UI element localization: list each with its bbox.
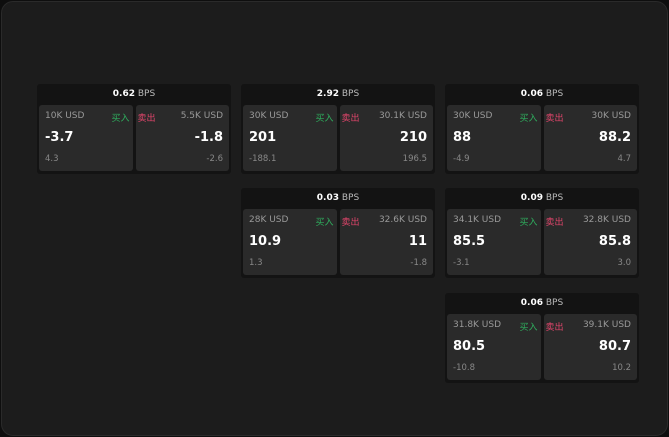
buy-price: 80.5	[453, 339, 486, 354]
sell-sub-value: 3.0	[617, 258, 631, 268]
spread-header: 0.09 BPS	[445, 188, 639, 209]
buy-cell[interactable]: 28K USD 买入 10.9 1.3	[243, 209, 337, 275]
quote-card: 0.03 BPS 28K USD 买入 10.9 1.3 卖出 32.6K US…	[241, 188, 435, 278]
sell-size: 5.5K USD	[180, 111, 223, 121]
spread-value: 0.06	[520, 89, 543, 99]
buy-cell[interactable]: 30K USD 买入 201 -188.1	[243, 105, 337, 171]
sell-label: 卖出	[341, 114, 360, 124]
spread-unit: BPS	[545, 89, 564, 99]
buy-price: -3.7	[45, 130, 74, 145]
sell-cell[interactable]: 卖出 39.1K USD 80.7 10.2	[543, 314, 637, 380]
sell-label: 卖出	[545, 218, 564, 228]
sell-cell[interactable]: 卖出 5.5K USD -1.8 -2.6	[135, 105, 229, 171]
buy-size: 30K USD	[249, 111, 289, 121]
sell-size: 30.1K USD	[378, 111, 427, 121]
quote-card: 0.09 BPS 34.1K USD 买入 85.5 -3.1 卖出 32.8K…	[445, 188, 639, 278]
buy-label: 买入	[519, 218, 538, 228]
spread-value: 0.62	[112, 89, 135, 99]
quote-card: 0.06 BPS 31.8K USD 买入 80.5 -10.8 卖出 39.1…	[445, 293, 639, 383]
sell-cell[interactable]: 卖出 30K USD 88.2 4.7	[543, 105, 637, 171]
buy-size: 30K USD	[453, 111, 493, 121]
buy-price: 201	[249, 130, 277, 145]
buy-price: 10.9	[249, 234, 282, 249]
sell-label: 卖出	[545, 114, 564, 124]
buy-label: 买入	[519, 323, 538, 333]
sell-size: 32.6K USD	[378, 215, 427, 225]
buy-sub-value: 4.3	[45, 154, 59, 164]
sell-sub-value: 196.5	[402, 154, 427, 164]
buy-size: 28K USD	[249, 215, 289, 225]
buy-price: 88	[453, 130, 472, 145]
buy-size: 10K USD	[45, 111, 85, 121]
spread-header: 2.92 BPS	[241, 84, 435, 105]
spread-value: 2.92	[316, 89, 339, 99]
buy-cell[interactable]: 10K USD 买入 -3.7 4.3	[39, 105, 133, 171]
spread-header: 0.62 BPS	[37, 84, 231, 105]
spread-unit: BPS	[341, 89, 360, 99]
sell-cell[interactable]: 卖出 32.6K USD 11 -1.8	[339, 209, 433, 275]
sell-price: -1.8	[194, 130, 223, 145]
buy-label: 买入	[111, 114, 130, 124]
buy-cell[interactable]: 34.1K USD 买入 85.5 -3.1	[447, 209, 541, 275]
spread-unit: BPS	[137, 89, 156, 99]
buy-label: 买入	[315, 218, 334, 228]
sell-size: 39.1K USD	[582, 320, 631, 330]
spread-header: 0.03 BPS	[241, 188, 435, 209]
buy-sub-value: -3.1	[453, 258, 470, 268]
sell-label: 卖出	[341, 218, 360, 228]
sell-price: 85.8	[598, 234, 631, 249]
buy-label: 买入	[315, 114, 334, 124]
spread-value: 0.09	[520, 193, 543, 203]
sell-price: 210	[399, 130, 427, 145]
quote-card: 0.06 BPS 30K USD 买入 88 -4.9 卖出 30K USD 8…	[445, 84, 639, 174]
buy-sub-value: -10.8	[453, 363, 475, 373]
sell-size: 30K USD	[591, 111, 631, 121]
sell-sub-value: 10.2	[612, 363, 631, 373]
sell-cell[interactable]: 卖出 30.1K USD 210 196.5	[339, 105, 433, 171]
buy-size: 31.8K USD	[453, 320, 502, 330]
sell-cell[interactable]: 卖出 32.8K USD 85.8 3.0	[543, 209, 637, 275]
buy-cell[interactable]: 30K USD 买入 88 -4.9	[447, 105, 541, 171]
buy-sub-value: 1.3	[249, 258, 263, 268]
quote-card: 2.92 BPS 30K USD 买入 201 -188.1 卖出 30.1K …	[241, 84, 435, 174]
spread-header: 0.06 BPS	[445, 293, 639, 314]
spread-value: 0.06	[520, 298, 543, 308]
buy-label: 买入	[519, 114, 538, 124]
sell-price: 80.7	[598, 339, 631, 354]
buy-cell[interactable]: 31.8K USD 买入 80.5 -10.8	[447, 314, 541, 380]
quote-card: 0.62 BPS 10K USD 买入 -3.7 4.3 卖出 5.5K USD…	[37, 84, 231, 174]
spread-value: 0.03	[316, 193, 339, 203]
sell-price: 11	[408, 234, 427, 249]
spread-header: 0.06 BPS	[445, 84, 639, 105]
buy-sub-value: -188.1	[249, 154, 277, 164]
sell-size: 32.8K USD	[582, 215, 631, 225]
spread-unit: BPS	[545, 298, 564, 308]
sell-sub-value: 4.7	[617, 154, 631, 164]
buy-sub-value: -4.9	[453, 154, 470, 164]
sell-price: 88.2	[598, 130, 631, 145]
sell-sub-value: -1.8	[410, 258, 427, 268]
sell-label: 卖出	[137, 114, 156, 124]
buy-size: 34.1K USD	[453, 215, 502, 225]
spread-unit: BPS	[545, 193, 564, 203]
spread-unit: BPS	[341, 193, 360, 203]
sell-sub-value: -2.6	[206, 154, 223, 164]
buy-price: 85.5	[453, 234, 486, 249]
sell-label: 卖出	[545, 323, 564, 333]
